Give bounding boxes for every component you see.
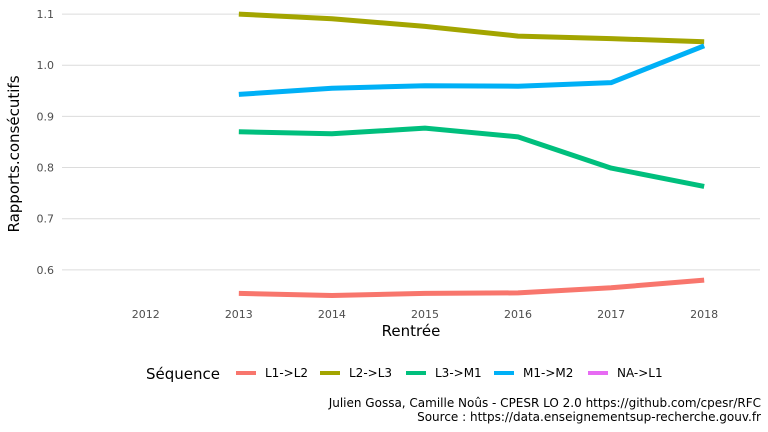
x-tick-label: 2014 bbox=[318, 308, 346, 321]
y-tick-label: 0.9 bbox=[37, 110, 55, 123]
series-line-l1-l2 bbox=[238, 277, 705, 298]
y-tick-label: 1.1 bbox=[37, 8, 55, 21]
x-tick-label: 2015 bbox=[411, 308, 439, 321]
grid-lines bbox=[62, 13, 760, 271]
legend-label: M1->M2 bbox=[523, 366, 573, 380]
x-tick-label: 2017 bbox=[597, 308, 625, 321]
y-axis-title: Rapports.consécutifs bbox=[5, 75, 23, 232]
legend: Séquence L1->L2 L2->L3 L3->M1 M1->M2 NA->L1 bbox=[146, 365, 663, 383]
y-tick-label: 0.6 bbox=[37, 264, 55, 277]
series-line-m1-m2 bbox=[238, 43, 706, 97]
legend-label: L1->L2 bbox=[265, 366, 308, 380]
series-lines bbox=[238, 11, 706, 298]
y-tick-label: 0.7 bbox=[37, 213, 55, 226]
y-axis-ticks: 0.6 0.7 0.8 0.9 1.0 1.1 bbox=[37, 8, 55, 277]
x-tick-label: 2012 bbox=[132, 308, 160, 321]
y-tick-label: 0.8 bbox=[37, 162, 55, 175]
legend-label: L3->M1 bbox=[435, 366, 482, 380]
series-line-l2-l3 bbox=[238, 11, 705, 45]
legend-title: Séquence bbox=[146, 365, 220, 383]
legend-label: L2->L3 bbox=[349, 366, 392, 380]
x-tick-label: 2013 bbox=[225, 308, 253, 321]
x-tick-label: 2018 bbox=[690, 308, 718, 321]
series-line-l3-m1 bbox=[238, 125, 705, 189]
x-tick-label: 2016 bbox=[504, 308, 532, 321]
x-axis-title: Rentrée bbox=[382, 322, 441, 340]
caption-credits: Julien Gossa, Camille Noûs - CPESR LO 2.… bbox=[328, 396, 761, 410]
x-axis-ticks: 2012 2013 2014 2015 2016 2017 2018 bbox=[132, 308, 718, 321]
legend-label: NA->L1 bbox=[617, 366, 663, 380]
caption-source: Source : https://data.enseignementsup-re… bbox=[417, 410, 761, 424]
y-tick-label: 1.0 bbox=[37, 59, 55, 72]
